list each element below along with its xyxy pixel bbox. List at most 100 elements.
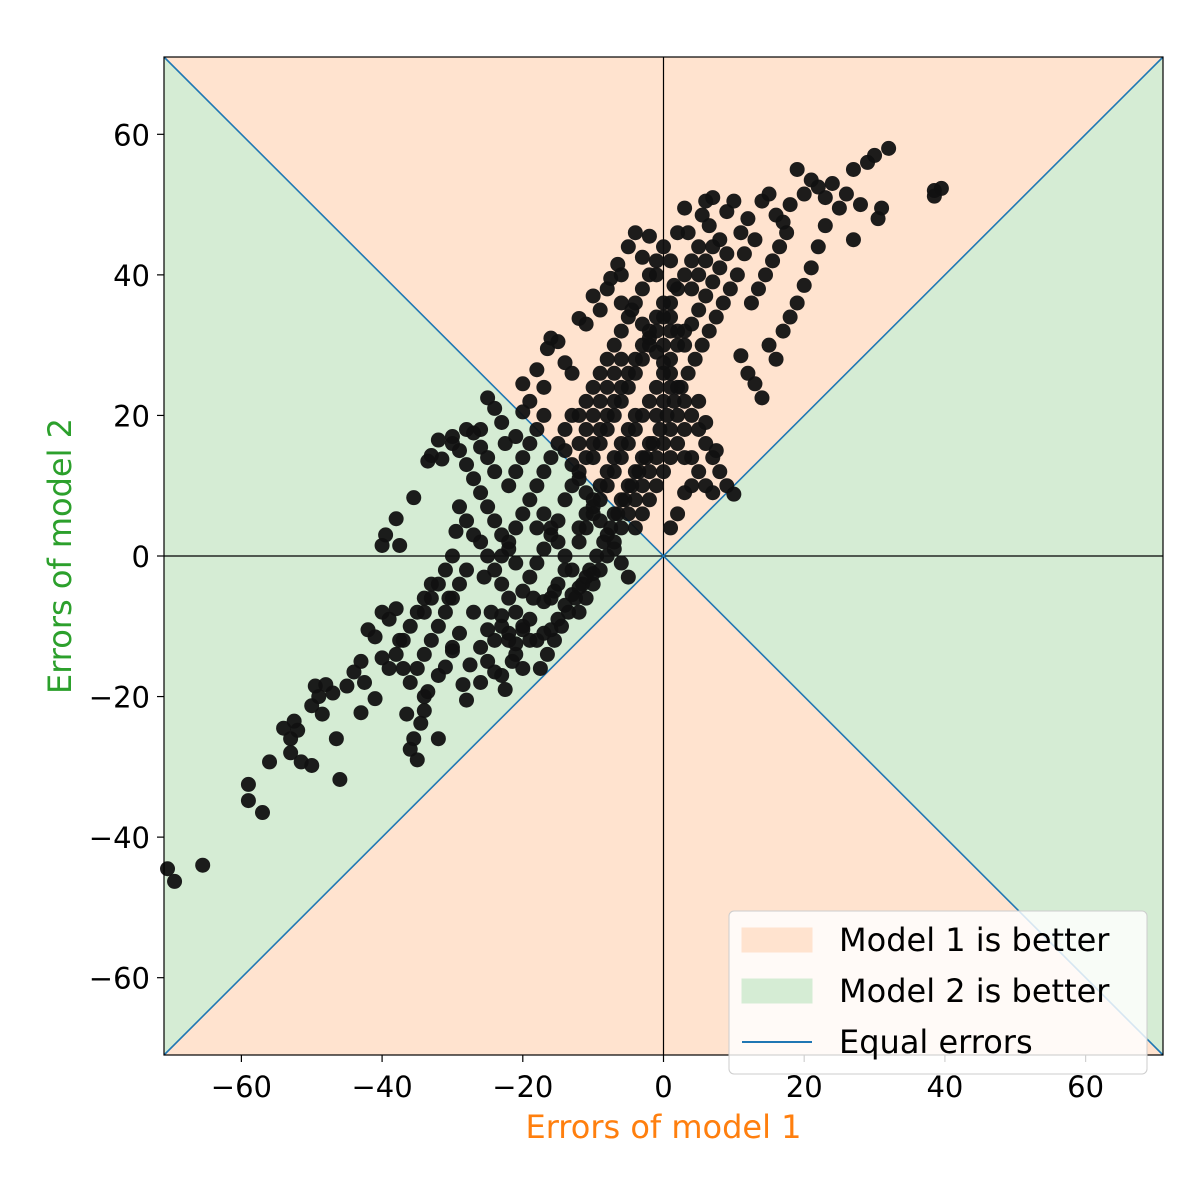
data-point-264	[536, 541, 552, 557]
data-point-25	[353, 653, 369, 669]
data-point-92	[487, 400, 503, 416]
data-point-157	[870, 211, 886, 227]
data-point-293	[409, 660, 425, 676]
data-point-202	[694, 337, 710, 353]
data-point-423	[522, 436, 538, 452]
data-point-173	[698, 436, 714, 452]
data-point-329	[515, 506, 531, 522]
x-tick-label-2: −20	[492, 1070, 553, 1104]
data-point-331	[501, 534, 517, 550]
data-point-447	[620, 506, 636, 522]
data-point-361	[698, 478, 714, 494]
data-point-428	[473, 421, 489, 437]
data-point-260	[613, 555, 629, 571]
data-point-298	[395, 632, 411, 648]
data-point-351	[627, 520, 643, 536]
data-point-284	[515, 618, 531, 634]
data-point-449	[508, 646, 524, 662]
data-point-299	[388, 646, 404, 662]
data-point-177	[726, 486, 742, 502]
data-point-220	[568, 590, 584, 606]
data-point-425	[536, 407, 552, 423]
data-point-271	[487, 513, 503, 529]
data-point-69	[494, 608, 510, 624]
data-point-394	[627, 407, 643, 423]
data-point-390	[592, 393, 608, 409]
x-tick-label-0: −60	[211, 1070, 272, 1104]
data-point-413	[620, 478, 636, 494]
data-point-125	[684, 253, 700, 269]
data-point-364	[663, 520, 679, 536]
x-tick-label-5: 40	[926, 1070, 963, 1104]
data-point-427	[480, 450, 496, 466]
data-point-227	[708, 443, 724, 459]
data-point-91	[480, 390, 496, 406]
data-point-287	[451, 576, 467, 592]
y-tick-label-3: 0	[132, 540, 150, 574]
data-point-380	[620, 365, 636, 381]
data-point-4	[240, 793, 256, 809]
data-point-67	[480, 622, 496, 638]
data-point-39	[413, 715, 429, 731]
points-layer	[160, 140, 949, 889]
x-tick-label-3: 0	[654, 1070, 672, 1104]
data-point-281	[494, 576, 510, 592]
data-point-16	[311, 689, 327, 705]
data-point-407	[663, 421, 679, 437]
data-point-280	[487, 562, 503, 578]
data-point-207	[659, 407, 675, 423]
data-point-241	[648, 253, 664, 269]
data-point-346	[677, 267, 693, 283]
data-point-285	[522, 632, 538, 648]
data-point-130	[705, 190, 721, 206]
data-point-217	[589, 548, 605, 564]
data-point-2	[195, 857, 211, 873]
data-point-374	[578, 450, 594, 466]
data-point-55	[473, 439, 489, 455]
data-point-405	[648, 450, 664, 466]
data-point-127	[694, 207, 710, 223]
data-point-63	[466, 604, 482, 620]
data-point-151	[845, 161, 861, 177]
data-point-218	[582, 562, 598, 578]
x-axis-label: Errors of model 1	[525, 1108, 801, 1146]
data-point-116	[634, 249, 650, 265]
data-point-417	[648, 407, 664, 423]
data-point-421	[508, 464, 524, 480]
data-point-399	[592, 478, 608, 494]
data-point-64	[462, 657, 478, 673]
data-point-406	[656, 436, 671, 452]
data-point-438	[550, 576, 566, 592]
y-tick-label-6: 60	[113, 118, 150, 152]
data-point-229	[691, 393, 707, 409]
data-point-190	[817, 218, 833, 234]
data-point-119	[656, 239, 671, 255]
data-point-431	[451, 499, 467, 515]
data-point-136	[740, 211, 756, 227]
data-point-283	[508, 604, 524, 620]
data-point-360	[691, 464, 707, 480]
data-point-318	[656, 365, 671, 381]
data-point-21	[332, 771, 348, 787]
data-point-304	[430, 667, 446, 683]
data-point-105	[564, 365, 580, 381]
data-point-250	[712, 260, 728, 276]
data-point-302	[402, 675, 418, 691]
data-point-135	[736, 246, 752, 262]
data-point-35	[399, 706, 415, 722]
data-point-436	[416, 604, 432, 620]
data-point-31	[381, 660, 397, 676]
data-point-354	[648, 478, 664, 494]
data-point-370	[529, 520, 545, 536]
data-point-324	[543, 450, 559, 466]
data-point-102	[550, 334, 566, 350]
data-point-327	[564, 407, 580, 423]
data-point-371	[557, 492, 573, 508]
data-point-433	[437, 562, 453, 578]
y-tick-label-5: 40	[113, 259, 150, 293]
data-point-378	[606, 393, 622, 409]
data-point-221	[561, 604, 577, 620]
y-tick-label-0: −60	[89, 962, 150, 996]
data-point-266	[522, 569, 538, 585]
data-point-182	[761, 337, 777, 353]
